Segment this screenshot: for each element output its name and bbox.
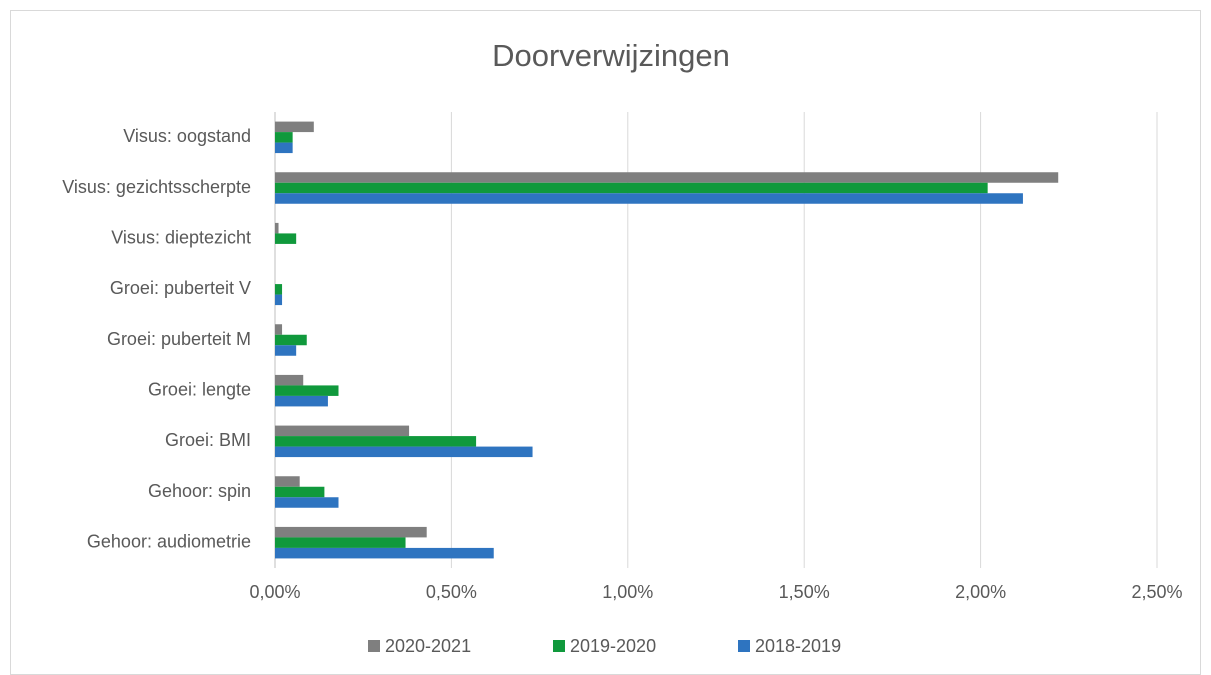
- legend-swatch: [553, 640, 565, 652]
- legend-label: 2019-2020: [570, 636, 656, 656]
- legend-swatch: [368, 640, 380, 652]
- chart-border: [10, 10, 1201, 675]
- bar: [275, 172, 1059, 183]
- x-tick-label: 2,50%: [1131, 582, 1182, 602]
- bar: [275, 547, 494, 559]
- bar: [275, 395, 328, 407]
- bar: [275, 476, 300, 487]
- bar: [275, 182, 988, 194]
- bar: [275, 497, 339, 508]
- y-tick-label: Groei: puberteit V: [110, 278, 251, 298]
- bar: [275, 374, 304, 386]
- bar: [275, 425, 410, 437]
- bar: [275, 446, 533, 458]
- bar: [275, 121, 314, 133]
- bar: [275, 526, 427, 538]
- y-tick-label: Gehoor: spin: [148, 481, 251, 501]
- legend-swatch: [738, 640, 750, 652]
- chart-title: Doorverwijzingen: [492, 38, 730, 73]
- bar: [275, 132, 293, 143]
- bar: [275, 222, 279, 234]
- bar: [275, 294, 283, 306]
- y-tick-label: Visus: gezichtsscherpte: [62, 177, 251, 197]
- y-tick-label: Visus: oogstand: [123, 126, 251, 146]
- bar: [275, 436, 477, 447]
- x-tick-label: 0,50%: [426, 582, 477, 602]
- x-tick-label: 1,50%: [779, 582, 830, 602]
- bar: [275, 334, 307, 346]
- bar: [275, 537, 406, 548]
- y-tick-label: Gehoor: audiometrie: [87, 531, 251, 551]
- legend-label: 2018-2019: [755, 636, 841, 656]
- bar: [275, 284, 283, 295]
- y-tick-label: Groei: lengte: [148, 379, 251, 399]
- y-tick-label: Visus: dieptezicht: [111, 227, 251, 247]
- bar: [275, 233, 297, 244]
- y-tick-label: Groei: BMI: [165, 430, 251, 450]
- x-tick-label: 0,00%: [249, 582, 300, 602]
- y-tick-label: Groei: puberteit M: [107, 329, 251, 349]
- bar: [275, 345, 297, 356]
- x-tick-label: 1,00%: [602, 582, 653, 602]
- bar: [275, 385, 339, 396]
- bar: [275, 193, 1023, 204]
- bar: [275, 142, 293, 154]
- legend-label: 2020-2021: [385, 636, 471, 656]
- bar: [275, 486, 325, 498]
- bar: [275, 324, 283, 335]
- x-tick-label: 2,00%: [955, 582, 1006, 602]
